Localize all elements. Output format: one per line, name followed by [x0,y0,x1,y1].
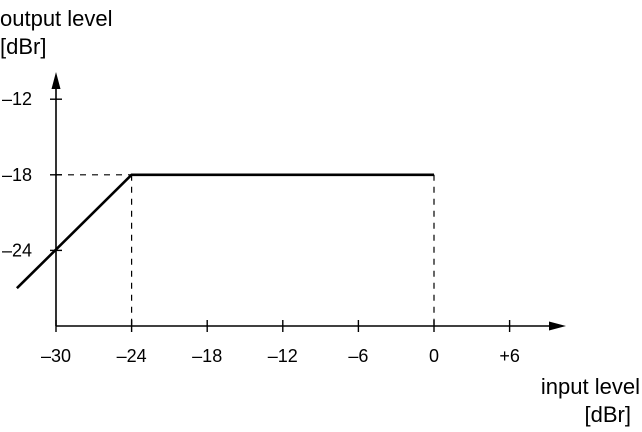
axes [51,72,566,331]
x-tick-label-3: –12 [268,346,298,366]
x-axis-ticks: –30 –24 –18 –12 –6 0 +6 [41,320,520,366]
x-tick-label-1: –24 [117,346,147,366]
y-tick-label-2: –24 [2,240,32,260]
y-tick-label-0: –12 [2,89,32,109]
y-axis-label-line1: output level [0,6,113,31]
series-line-0 [15,173,434,290]
x-tick-label-5: 0 [429,346,439,366]
x-axis-label-line1: input level [541,374,640,399]
x-axis-label-line2: [dBr] [585,402,631,427]
y-tick-label-1: –18 [2,165,32,185]
x-tick-label-2: –18 [192,346,222,366]
series-layer [15,173,434,290]
x-tick-label-4: –6 [348,346,368,366]
reference-lines [56,174,435,326]
x-tick-label-0: –30 [41,346,71,366]
y-axis-arrow [51,72,61,89]
x-axis-arrow [549,321,566,331]
y-axis-label-line2: [dBr] [0,34,46,59]
x-tick-label-6: +6 [499,346,520,366]
y-axis-ticks: –12 –18 –24 [2,89,62,260]
